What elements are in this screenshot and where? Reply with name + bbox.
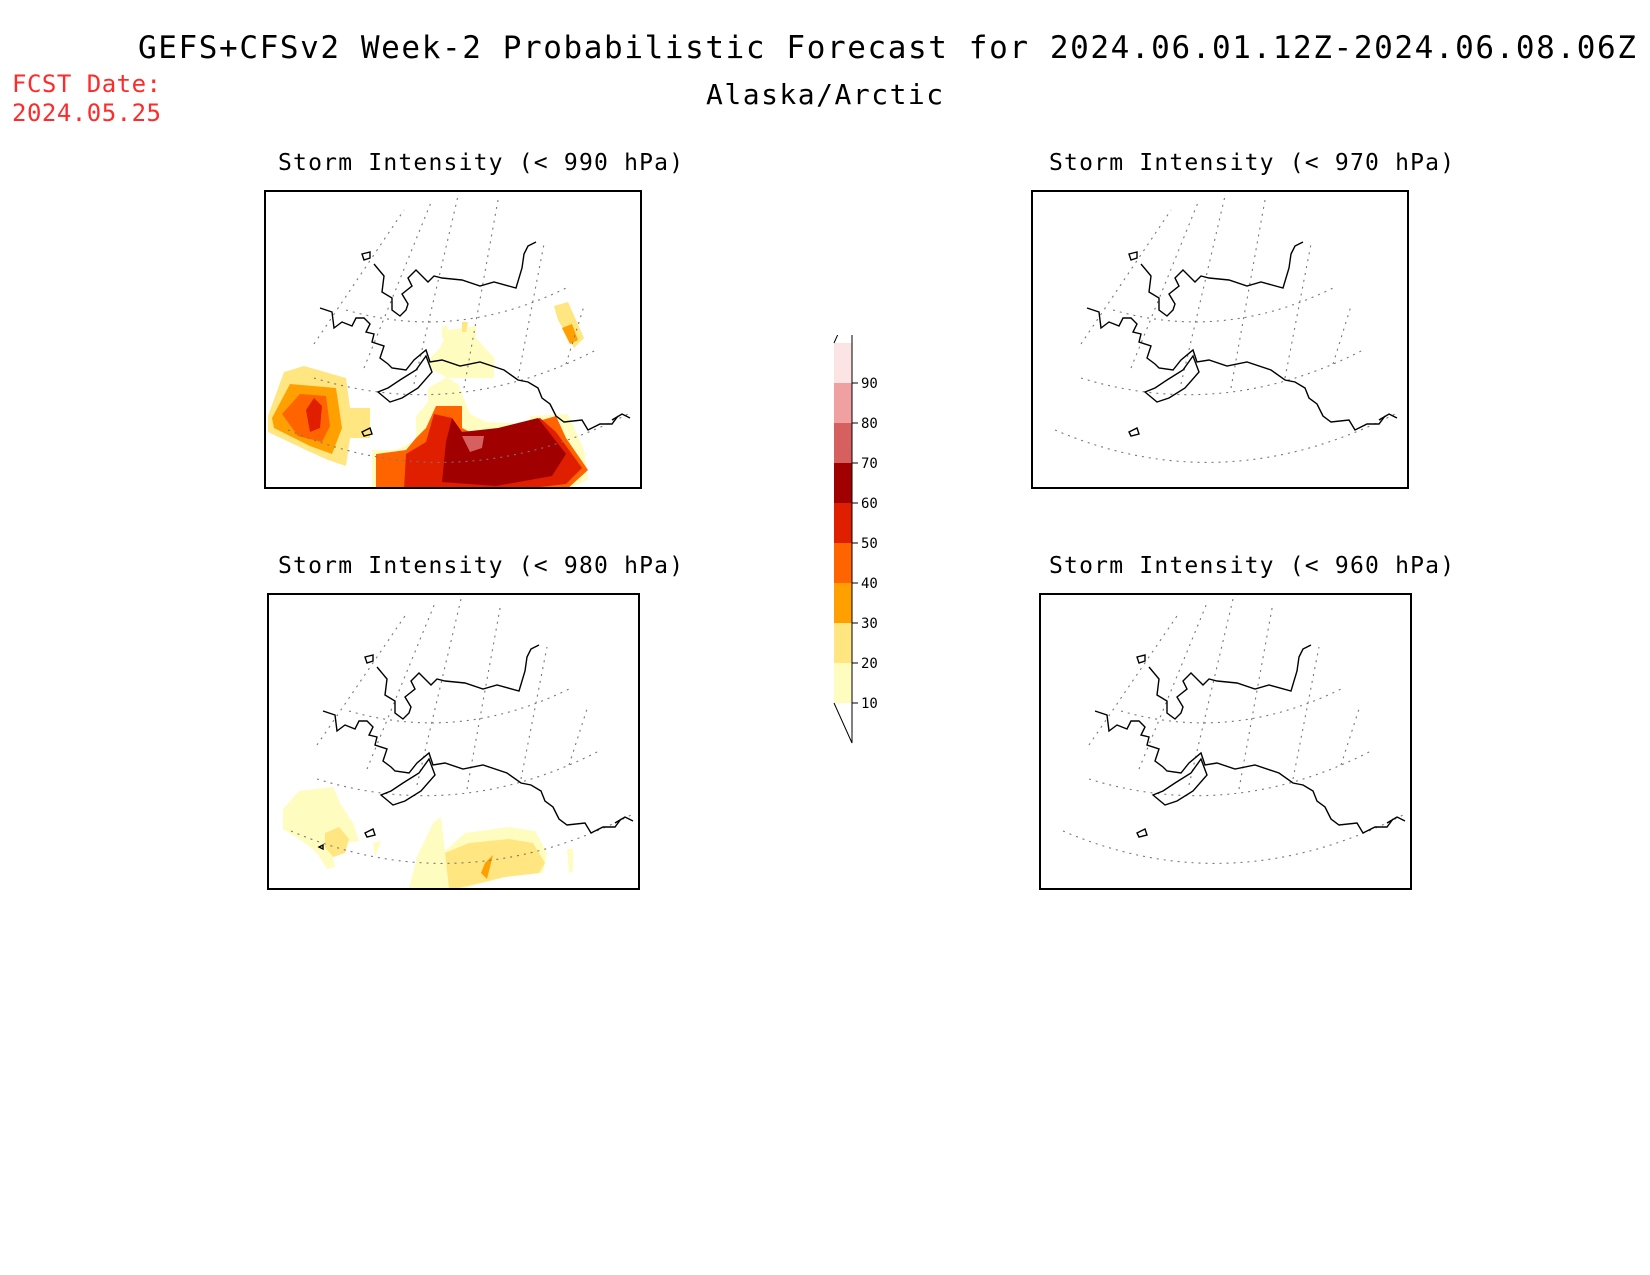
forecast-date: FCST Date: 2024.05.25 <box>12 70 162 128</box>
colorbar-box-5 <box>834 463 852 503</box>
probability-shading-990 <box>268 302 588 487</box>
colorbar-box-7 <box>834 383 852 423</box>
page-title: GEFS+CFSv2 Week-2 Probabilistic Forecast… <box>138 30 1638 66</box>
colorbar-box-8 <box>834 343 852 383</box>
colorbar-box-0 <box>834 663 852 703</box>
colorbar-label-60: 60 <box>861 496 878 512</box>
colorbar-label-70: 70 <box>861 456 878 472</box>
map-panel-970 <box>1031 190 1409 489</box>
forecast-date-value: 2024.05.25 <box>12 99 162 127</box>
map-panel-960 <box>1039 593 1412 890</box>
colorbar-label-10: 10 <box>861 696 878 712</box>
colorbar-label-20: 20 <box>861 656 878 672</box>
map-panel-990 <box>264 190 642 489</box>
map-panel-980 <box>267 593 640 890</box>
panel-title-980: Storm Intensity (< 980 hPa) <box>278 553 685 579</box>
colorbar-bottom-triangle <box>833 702 853 744</box>
colorbar-label-90: 90 <box>861 376 878 392</box>
colorbar-box-4 <box>834 503 852 543</box>
colorbar-label-80: 80 <box>861 416 878 432</box>
colorbar-box-1 <box>834 623 852 663</box>
colorbar-box-2 <box>834 583 852 623</box>
colorbar-box-6 <box>834 423 852 463</box>
panel-title-970: Storm Intensity (< 970 hPa) <box>1049 150 1456 176</box>
probability-colorbar: 10 20 30 40 50 60 70 80 90 <box>833 335 878 744</box>
colorbar-box-3 <box>834 543 852 583</box>
panel-title-960: Storm Intensity (< 960 hPa) <box>1049 553 1456 579</box>
region-subtitle: Alaska/Arctic <box>706 78 945 111</box>
panel-title-990: Storm Intensity (< 990 hPa) <box>278 150 685 176</box>
colorbar-label-50: 50 <box>861 536 878 552</box>
colorbar-label-30: 30 <box>861 616 878 632</box>
forecast-date-label: FCST Date: <box>12 70 162 98</box>
colorbar-label-40: 40 <box>861 576 878 592</box>
colorbar-top-triangle <box>833 335 853 344</box>
probability-shading-980 <box>283 787 573 888</box>
